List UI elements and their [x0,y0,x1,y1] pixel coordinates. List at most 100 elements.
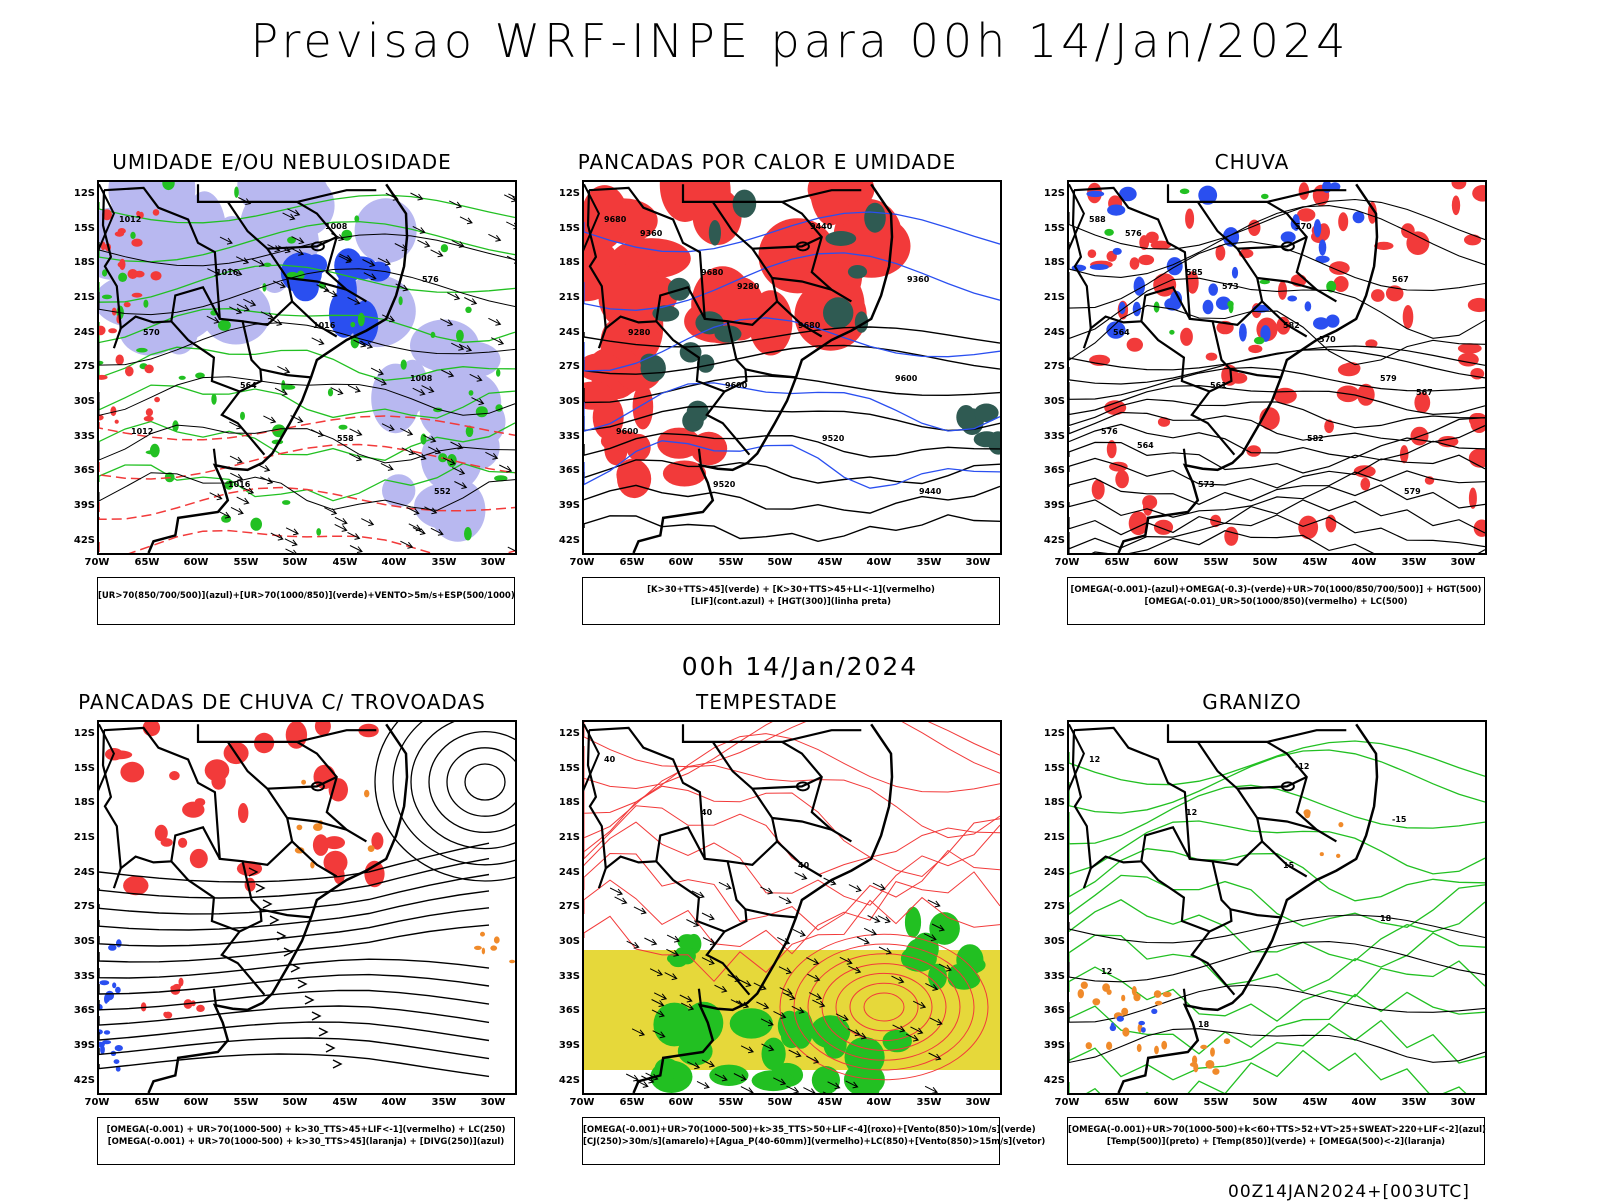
latitude-tick-label: 18S [73,797,95,808]
rain-area-red [1215,244,1226,261]
wind-vector [251,258,265,267]
longitude-tick-label: 40W [381,1097,407,1108]
latitude-tick-label: 12S [73,728,95,739]
contour-line [1069,384,1485,416]
contour-line [584,871,1000,955]
map-area: 9680 9680 9680 9600 9600 9520 9440 9360 9280 9600… [582,180,1002,555]
wind-vector [334,516,348,525]
wind-vector [701,1059,716,1068]
panel-title: TEMPESTADE [696,690,838,714]
wind-vector [464,297,478,305]
wind-vector [507,546,515,552]
wind-vector [910,1026,924,1035]
contour-label: 9680 [604,215,627,224]
contour-line [1069,304,1485,366]
rain-area-red [1185,208,1195,229]
divergence-area-blue [99,1029,103,1035]
instability-area-green [714,325,742,343]
humidity-area-green [281,380,286,392]
hail-area-orange [1192,1055,1198,1065]
contour-line [99,322,515,366]
contour-label: 576 [1125,229,1142,238]
wind-vector [506,221,515,230]
thickness-marker [150,271,162,281]
rain-area-red [1468,487,1477,509]
wind-vector [235,256,250,265]
streamline [464,763,506,801]
wind-vector [779,987,793,996]
wind-vector [927,899,941,908]
thickness-marker [102,209,112,221]
divergence-area-blue [114,1045,123,1052]
latitude-tick-label: 42S [558,535,580,546]
contour-line [584,484,1000,514]
longitude-tick-label: 70W [1054,1097,1080,1108]
longitude-tick-label: 70W [569,1097,595,1108]
wind-vector [324,507,338,516]
humidity-area-green [234,186,239,198]
panel-title: CHUVA [1214,150,1290,174]
latitude-tick-label: 33S [73,431,95,442]
rain-area-red [1143,498,1153,516]
wind-vector [786,1085,800,1093]
thickness-marker [131,292,143,298]
wind-vector [353,339,367,348]
storm-area-red [323,836,345,850]
latitude-tick-label: 15S [1043,763,1065,774]
wind-vector [229,455,243,464]
contour-line [584,440,1000,489]
hail-area-blue [1116,1015,1124,1022]
longitude-tick-label: 55W [1203,557,1229,568]
wind-vector [925,982,939,991]
contour-label: 564 [1113,328,1130,337]
humidity-area-green [102,269,108,277]
streamline-arrow [283,947,294,957]
legend-caption-line: [K>30+TTS>45](verde) + [K>30+TTS>45+LI<-… [647,585,935,595]
contour-label: -15 [1392,815,1407,824]
latitude-tick-label: 24S [558,327,580,338]
wind-vector [451,239,465,248]
latitude-tick-label: 12S [558,728,580,739]
wind-vector [499,464,513,473]
contour-label: 567 [1416,388,1433,397]
wind-area-green [904,906,922,938]
contour-line [1069,241,1485,309]
wind-vector [626,940,640,949]
wind-area-green [677,934,697,950]
contour-line [1069,749,1485,814]
wind-vector [373,377,388,386]
streamline [428,730,515,834]
rain-area-red [1248,344,1263,354]
humidity-area-green [350,335,360,349]
wind-vector [243,298,257,307]
rain-area-red [1329,261,1350,275]
rain-area-red [1451,195,1461,216]
contour-line [99,486,515,521]
hail-area-orange [1212,1068,1220,1075]
streamline-arrow [325,1043,336,1053]
wind-vector [363,272,377,281]
instability-area-green [697,354,715,373]
longitude-tick-label: 65W [619,557,645,568]
storm-area-orange [301,779,306,785]
latitude-tick-label: 39S [73,500,95,511]
instability-area-green [974,403,999,423]
wind-vector [740,1045,755,1054]
wind-vector [664,972,678,981]
hail-area-orange [1092,998,1101,1006]
humidity-area-green [464,527,472,541]
rain-area-blue [1198,185,1218,205]
wind-vector [912,1000,927,1009]
rain-area-blue [1089,264,1109,270]
rain-area-green [1104,228,1114,236]
wind-vector [691,890,705,899]
contour-label: 570 [1319,335,1336,344]
wind-area-green [677,1037,713,1066]
wind-vector [614,896,628,905]
rain-area-blue [1239,323,1247,342]
wind-vector [381,423,395,432]
latitude-tick-label: 27S [558,901,580,912]
streamline [99,1053,490,1078]
contour-line [584,317,1000,372]
precipitable-water-contour [835,972,933,1042]
